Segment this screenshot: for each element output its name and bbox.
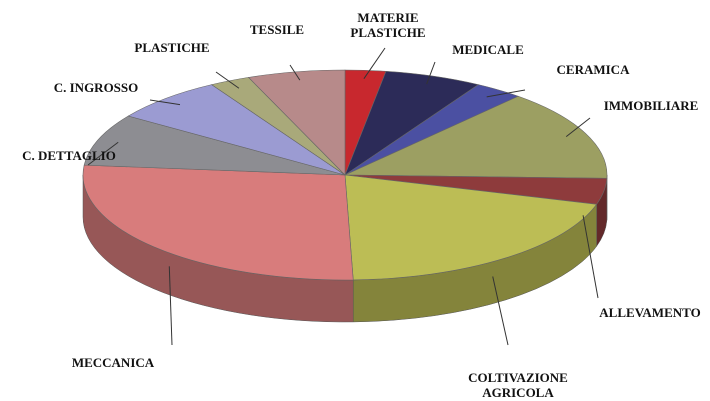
slice-label: MECCANICA [71,355,155,370]
leader-line [486,89,526,98]
leader-line [363,47,386,79]
slice-label: C. INGROSSO [53,80,139,95]
slice [247,69,346,176]
slice [344,95,608,179]
slice-label: PLASTICHE [134,40,210,55]
leader-line [168,266,173,346]
slice-label: COLTIVAZIONE AGRICOLA [468,370,568,400]
slice [127,84,346,176]
slice-label: ALLEVAMENTO [599,305,701,320]
slice-label: IMMOBILIARE [603,98,699,113]
slice [83,115,346,176]
slice [82,164,354,281]
leader-line [87,141,119,166]
leader-line [426,61,436,85]
slice-label: C. DETTAGLIO [22,148,116,163]
leader-line [492,276,509,346]
leader-line [565,117,591,138]
slice-label: TESSILE [249,22,305,37]
leader-line [215,71,240,89]
slice-label: CERAMICA [556,62,630,77]
leader-line [582,215,599,299]
slice-label: MEDICALE [452,42,524,57]
leader-line [149,99,181,106]
slice-label: MATERIE PLASTICHE [350,10,426,40]
leader-line [289,64,301,81]
